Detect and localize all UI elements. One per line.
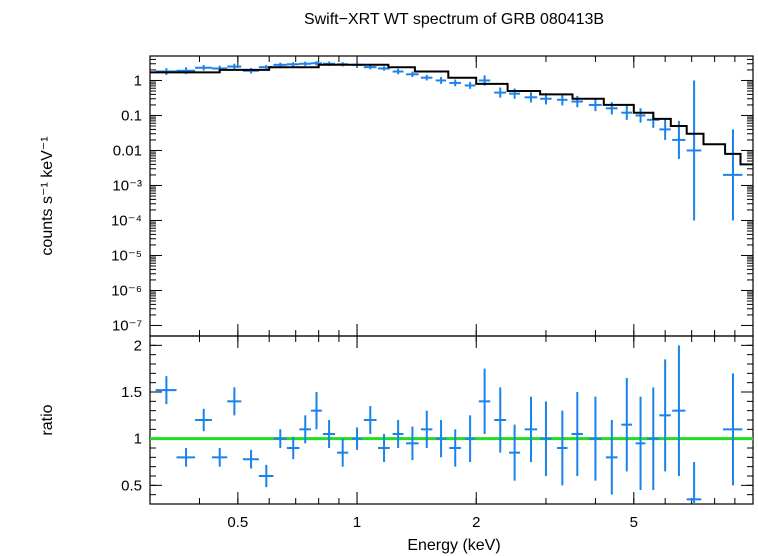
x-tick-label: 2 <box>472 514 480 531</box>
ratio-panel-frame <box>149 335 754 505</box>
spectrum-plot-area <box>150 61 753 221</box>
y-tick-label: 0.01 <box>113 142 142 159</box>
ratio-ticks: 0.5 1 2 5 0.5 1 1.5 2 <box>121 56 754 531</box>
ratio-y-tick-label: 0.5 <box>121 477 142 494</box>
ratio-y-axis-label: ratio <box>39 404 56 435</box>
x-tick-label: 1 <box>353 514 361 531</box>
chart-title: Swift−XRT WT spectrum of GRB 080413B <box>304 11 604 28</box>
ratio-y-tick-label: 1.5 <box>121 384 142 401</box>
y-tick-label: 10⁻⁴ <box>111 212 142 229</box>
x-tick-label: 5 <box>630 514 638 531</box>
y-tick-label: 10⁻³ <box>112 177 142 194</box>
y-tick-label: 0.1 <box>121 107 142 124</box>
y-tick-label: 10⁻⁵ <box>111 247 142 264</box>
y-tick-label: 10⁻⁷ <box>112 317 142 334</box>
ratio-y-tick-label: 2 <box>134 337 142 354</box>
y-tick-label: 10⁻⁶ <box>111 282 142 299</box>
x-axis-label: Energy (keV) <box>407 537 500 554</box>
x-tick-label: 0.5 <box>227 514 248 531</box>
ratio-y-tick-label: 1 <box>134 431 142 448</box>
spectrum-model-line <box>150 63 753 166</box>
spectrum-y-ticks: 1 0.1 0.01 10⁻³ 10⁻⁴ 10⁻⁵ 10⁻⁶ 10⁻⁷ <box>111 55 753 334</box>
spectrum-y-axis-label: counts s⁻¹ keV⁻¹ <box>39 136 56 255</box>
spectrum-panel-frame <box>149 55 754 337</box>
ratio-plot-area <box>150 345 753 504</box>
y-tick-label: 1 <box>134 72 142 89</box>
